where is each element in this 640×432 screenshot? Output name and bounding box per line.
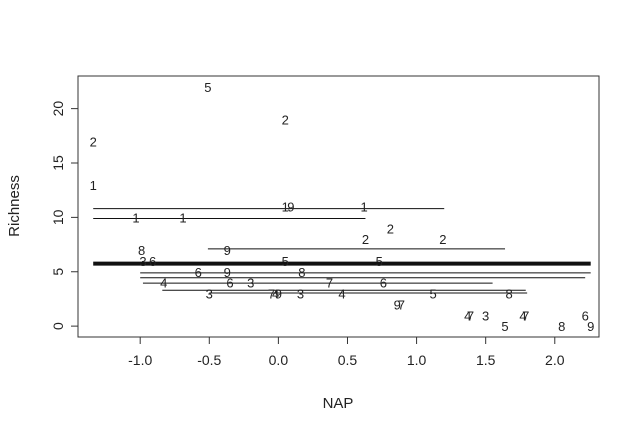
data-point: 6 [195, 265, 202, 280]
data-point: 6 [149, 254, 156, 269]
data-point: 4 [272, 287, 279, 302]
data-point: 4 [464, 308, 471, 323]
x-tick-label: 0.5 [338, 352, 358, 368]
data-point: 5 [430, 287, 437, 302]
data-point: 5 [204, 80, 211, 95]
data-point: 7 [268, 287, 275, 302]
data-point: 2 [439, 232, 446, 247]
data-point: 9 [287, 200, 294, 215]
y-tick-label: 0 [50, 322, 66, 330]
x-axis: -1.0 -0.5 0.0 0.5 1.0 1.5 2.0 [128, 336, 565, 368]
x-tick-label: 1.0 [407, 352, 427, 368]
x-tick-label: 1.5 [476, 352, 496, 368]
data-point: 2 [387, 221, 394, 236]
y-tick-label: 15 [50, 155, 66, 171]
data-point: 9 [587, 319, 594, 334]
data-point: 2 [362, 232, 369, 247]
data-point: 6 [380, 276, 387, 291]
data-point: 2 [90, 134, 97, 149]
data-point: 8 [558, 319, 565, 334]
data-point: 5 [376, 254, 383, 269]
data-point: 1 [179, 210, 186, 225]
data-point: 1 [132, 210, 139, 225]
y-tick-label: 5 [50, 268, 66, 276]
fitted-lines [93, 208, 591, 294]
data-point: 9 [394, 297, 401, 312]
data-point: 1 [360, 200, 367, 215]
x-tick-label: -1.0 [128, 352, 152, 368]
y-tick-label: 20 [50, 101, 66, 117]
data-point: 4 [338, 287, 345, 302]
x-tick-label: 2.0 [545, 352, 565, 368]
data-point: 3 [247, 276, 254, 291]
y-axis: 0 5 10 15 20 [50, 101, 79, 330]
data-point: 1 [90, 178, 97, 193]
data-point: 7 [522, 308, 529, 323]
data-point: 8 [138, 243, 145, 258]
data-point: 2 [282, 113, 289, 128]
data-point: 4 [160, 276, 167, 291]
data-point: 3 [482, 308, 489, 323]
y-tick-label: 10 [50, 209, 66, 225]
data-point: 8 [298, 265, 305, 280]
data-point: 3 [206, 287, 213, 302]
data-point: 1 [282, 200, 289, 215]
data-point: 7 [467, 308, 474, 323]
y-axis-title: Richness [6, 175, 23, 237]
data-point: 7 [326, 276, 333, 291]
data-point: 5 [282, 254, 289, 269]
x-tick-label: -0.5 [197, 352, 221, 368]
data-point: 3 [297, 287, 304, 302]
x-axis-title: NAP [323, 395, 354, 412]
data-point: 4 [519, 308, 526, 323]
data-point: 5 [501, 319, 508, 334]
data-point: 9 [224, 243, 231, 258]
data-point: 9 [224, 265, 231, 280]
data-point: 3 [139, 254, 146, 269]
data-point: 9 [275, 287, 282, 302]
data-point: 6 [226, 276, 233, 291]
data-point: 8 [506, 287, 513, 302]
data-point: 6 [582, 308, 589, 323]
x-tick-label: 0.0 [269, 352, 289, 368]
data-point: 7 [398, 297, 405, 312]
